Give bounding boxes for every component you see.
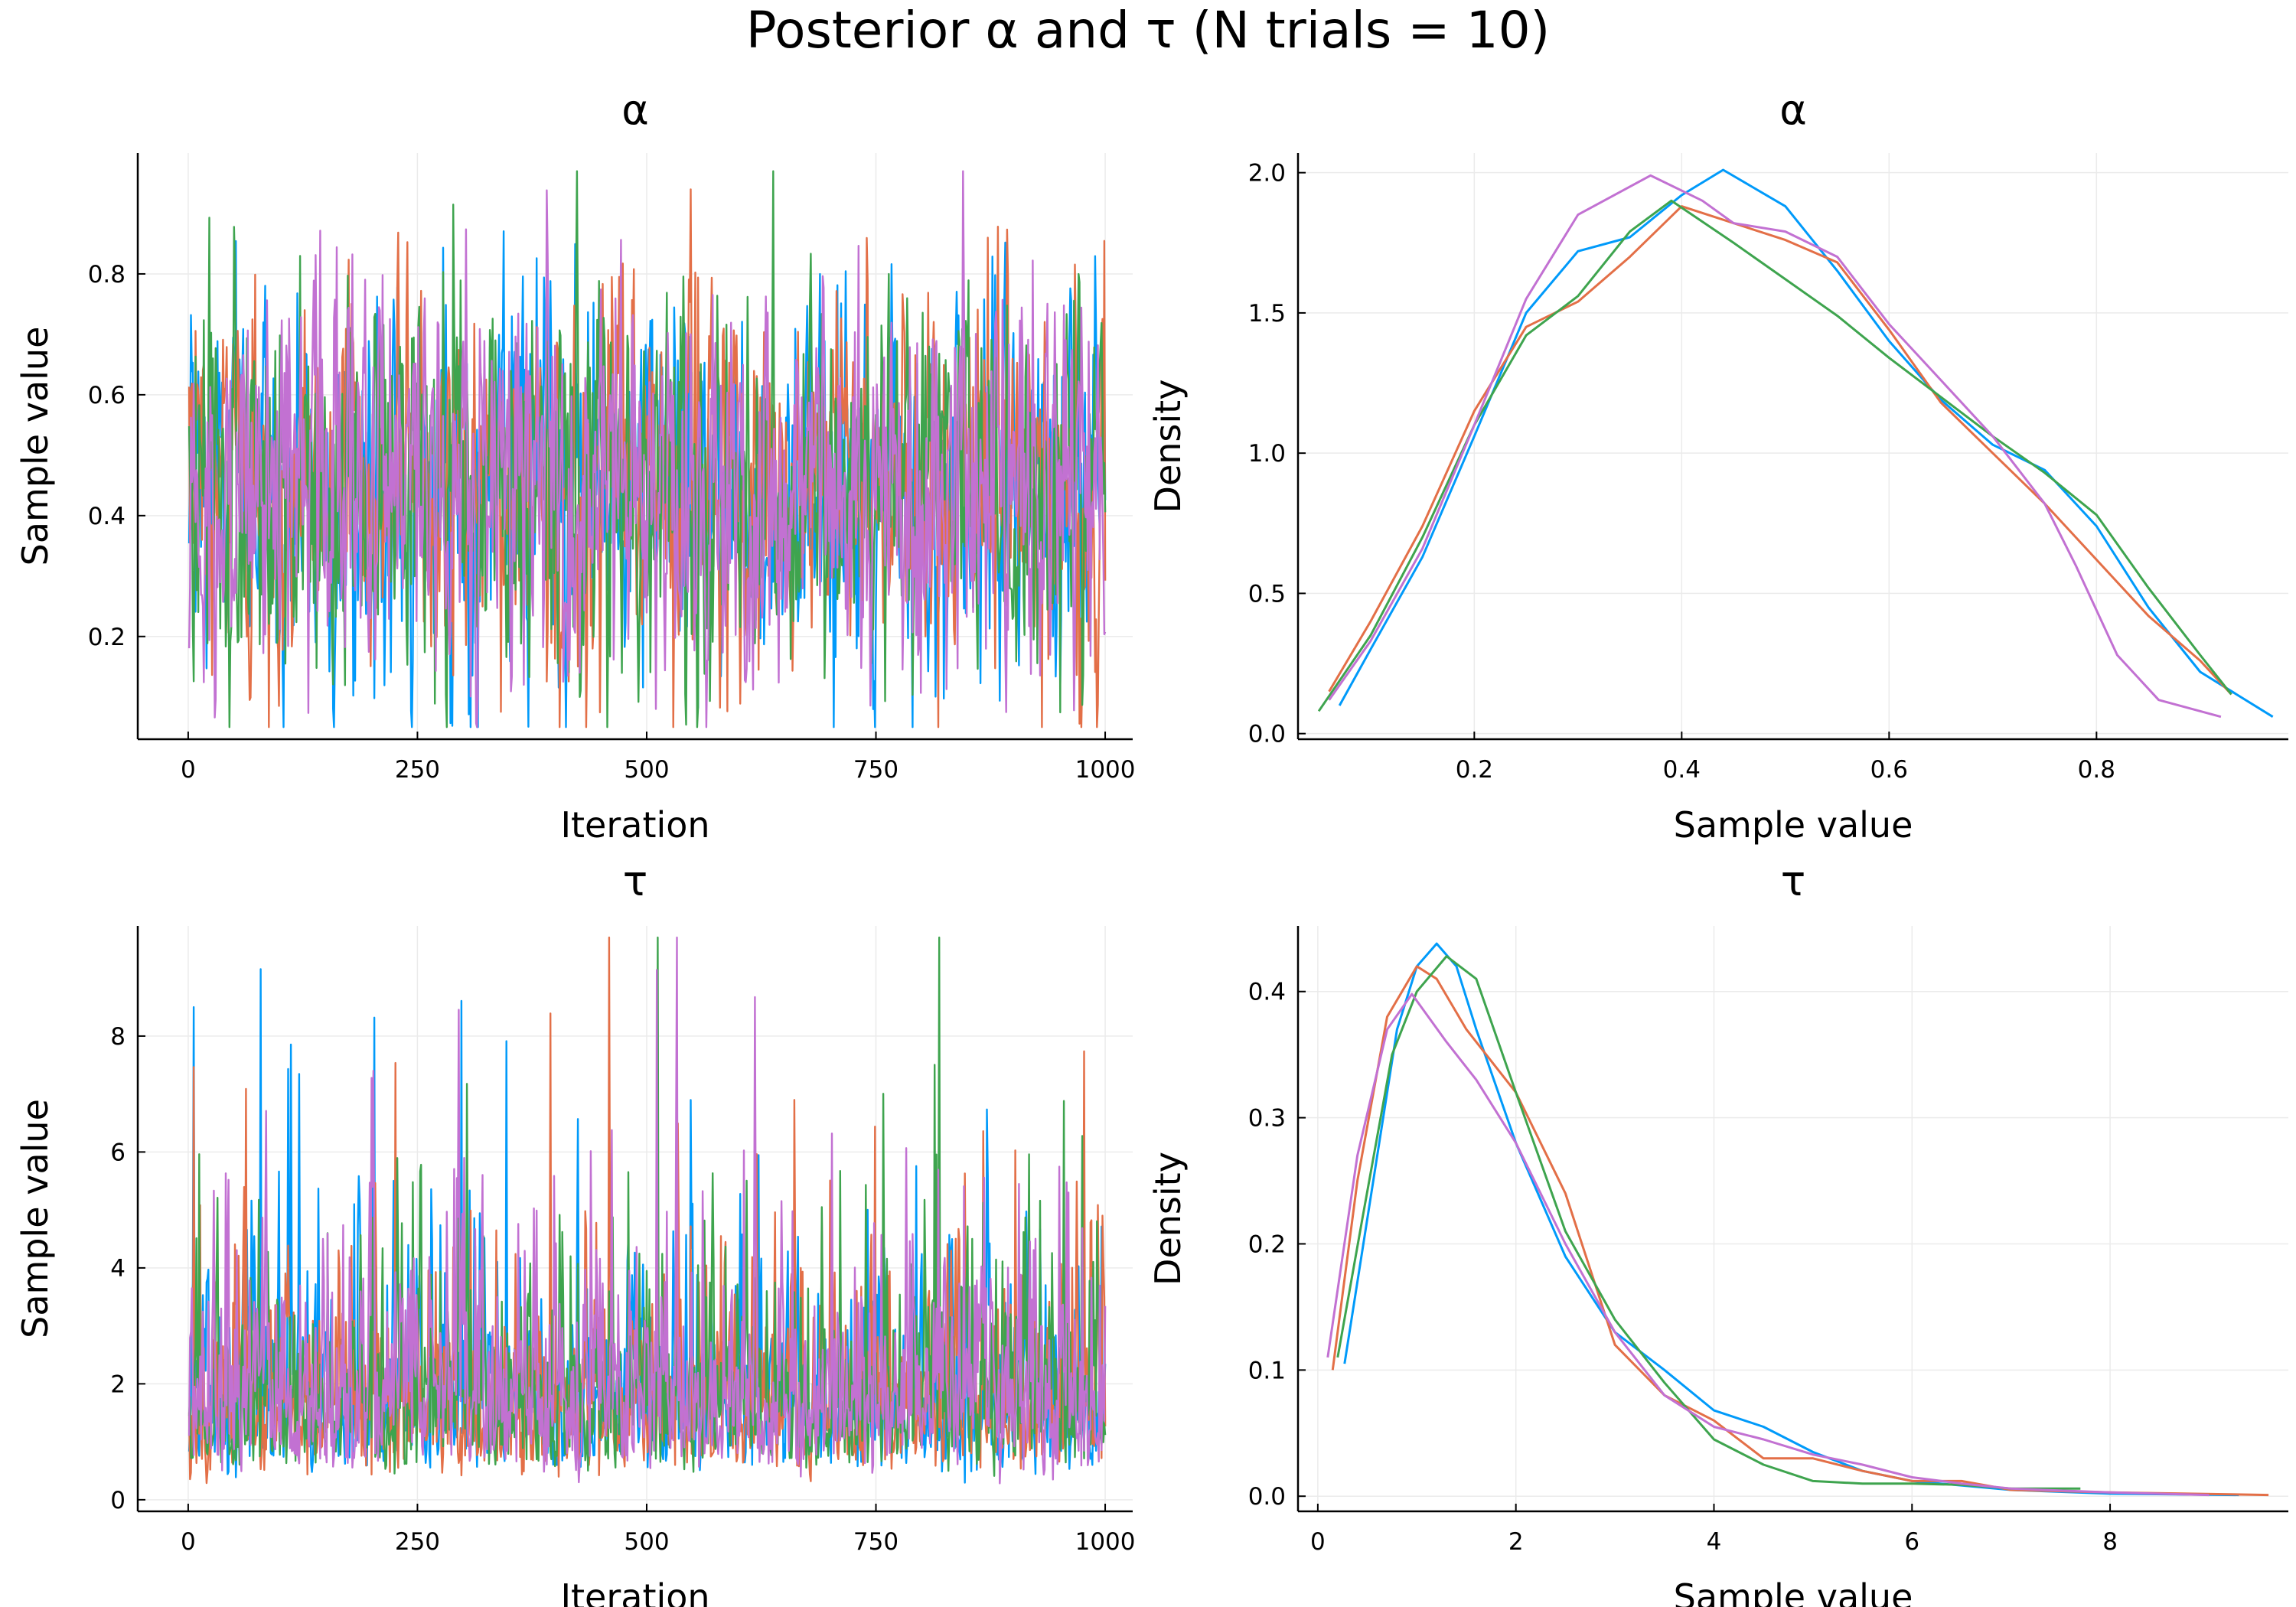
y-tick-label: 0: [110, 1487, 126, 1514]
y-tick-label: 0.0: [1248, 721, 1286, 748]
density-line-chain-1: [1338, 168, 2274, 718]
y-tick-label: 0.6: [88, 382, 126, 409]
x-tick-label: 750: [853, 1528, 899, 1556]
y-tick-label: 0.2: [88, 624, 126, 651]
x-tick-label: 0.6: [1870, 756, 1908, 784]
x-axis-label: Iteration: [560, 1576, 709, 1607]
x-tick-label: 1000: [1075, 1528, 1136, 1556]
x-tick-label: 0.4: [1663, 756, 1701, 784]
x-tick-label: 500: [624, 756, 669, 784]
y-tick-label: 2: [110, 1371, 126, 1398]
density-line-chain-2: [1331, 965, 2269, 1497]
x-tick-label: 0: [1310, 1528, 1326, 1556]
y-tick-label: 6: [110, 1139, 126, 1166]
y-tick-label: 8: [110, 1023, 126, 1051]
x-axis-label: Sample value: [1674, 804, 1913, 846]
y-tick-label: 0.8: [88, 261, 126, 288]
x-tick-label: 250: [395, 1528, 440, 1556]
y-tick-label: 0.5: [1248, 580, 1286, 608]
y-tick-label: 0.3: [1248, 1105, 1286, 1133]
x-tick-label: 4: [1707, 1528, 1722, 1556]
series-group: [1317, 168, 2274, 719]
density-line-chain-4: [1328, 174, 2222, 719]
y-axis-label: Sample value: [15, 1099, 56, 1338]
panel-title: τ: [623, 857, 648, 905]
y-tick-label: 2.0: [1248, 160, 1286, 187]
panel-title: τ: [1781, 857, 1806, 905]
panel-tau-trace: 0 250 500 750 1000 0 2 4 6 8 Iteration Sample value…: [15, 857, 1136, 1607]
x-tick-label: 1000: [1075, 756, 1136, 784]
y-axis-label: Density: [1147, 1152, 1189, 1286]
x-tick-label: 2: [1508, 1528, 1524, 1556]
series-group: [188, 170, 1107, 729]
x-tick-label: 500: [624, 1528, 669, 1556]
y-tick-label: 0.4: [1248, 979, 1286, 1006]
density-line-chain-1: [1343, 942, 2239, 1497]
y-axis-label: Density: [1147, 380, 1189, 513]
x-tick-label: 0.2: [1456, 756, 1493, 784]
series-group: [188, 936, 1107, 1485]
x-tick-label: 0.8: [2078, 756, 2115, 784]
y-tick-label: 0.2: [1248, 1231, 1286, 1258]
figure-title: Posterior α and τ (N trials = 10): [745, 1, 1551, 60]
series-group: [1326, 942, 2269, 1497]
trace-line-chain-4: [188, 936, 1107, 1485]
density-line-chain-3: [1336, 955, 2081, 1490]
density-line-chain-4: [1326, 993, 2210, 1497]
panel-title: α: [621, 86, 649, 134]
panel-alpha-density: 0.2 0.4 0.6 0.8 0.0 0.5 1.0 1.5 2.0 Sample value D…: [1147, 86, 2288, 846]
density-line-chain-3: [1317, 199, 2232, 712]
x-tick-label: 0: [181, 1528, 196, 1556]
y-tick-label: 4: [110, 1255, 126, 1283]
density-line-chain-2: [1328, 205, 2232, 696]
x-axis-label: Sample value: [1674, 1576, 1913, 1607]
y-tick-label: 0.1: [1248, 1357, 1286, 1384]
trace-line-chain-4: [188, 170, 1107, 729]
x-tick-label: 8: [2102, 1528, 2118, 1556]
x-tick-label: 750: [853, 756, 899, 784]
panel-alpha-trace: 0 250 500 750 1000 0.2 0.4 0.6 0.8 Iteration Sampl…: [15, 86, 1136, 846]
panel-title: α: [1779, 86, 1807, 134]
x-tick-label: 6: [1904, 1528, 1919, 1556]
y-tick-label: 1.5: [1248, 300, 1286, 328]
y-tick-label: 1.0: [1248, 440, 1286, 468]
x-axis-label: Iteration: [560, 804, 709, 846]
panel-tau-density: 0 2 4 6 8 0.0 0.1 0.2 0.3 0.4 Sample value Density τ: [1147, 857, 2288, 1607]
y-tick-label: 0.0: [1248, 1483, 1286, 1511]
y-axis-label: Sample value: [15, 327, 56, 566]
x-tick-label: 250: [395, 756, 440, 784]
x-tick-label: 0: [181, 756, 196, 784]
y-tick-label: 0.4: [88, 503, 126, 530]
